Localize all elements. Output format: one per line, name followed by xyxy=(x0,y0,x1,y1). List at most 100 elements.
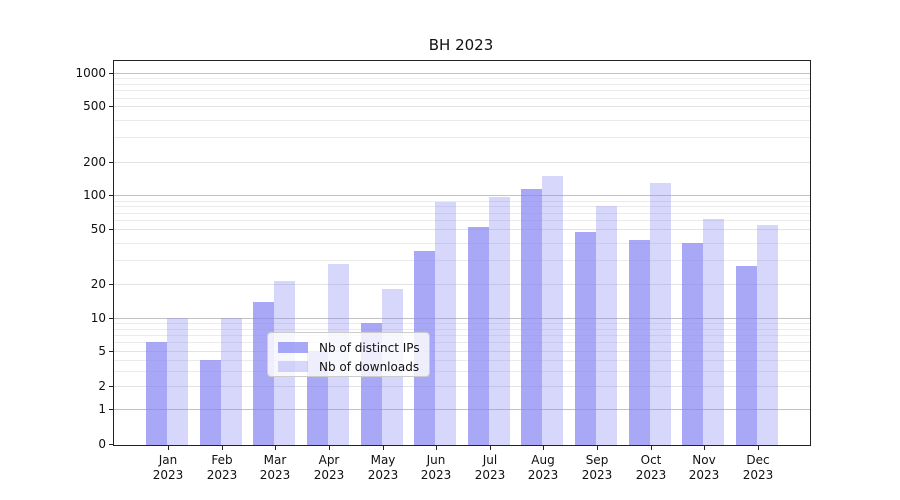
legend-label: Nb of distinct IPs xyxy=(319,340,420,355)
y-tick-mark xyxy=(109,386,113,387)
gridline-major xyxy=(114,318,810,319)
y-tick-label: 10 xyxy=(90,311,106,325)
x-tick-mark xyxy=(436,446,437,450)
legend-item-nb-of-distinct-ips: Nb of distinct IPs xyxy=(278,338,420,357)
bar-nb-of-distinct-ips-jul xyxy=(468,227,489,445)
gridline-minor xyxy=(114,342,810,343)
gridline-major xyxy=(114,409,810,410)
gridline-minor xyxy=(114,120,810,121)
x-tick-label: Jun 2023 xyxy=(401,453,471,483)
gridline xyxy=(114,162,810,163)
y-tick-label: 5 xyxy=(98,344,106,358)
plot-area: 0 1 2 5 10 20 50 100 200 500 1000 Jan 2023 Feb 2023 Mar… xyxy=(75,60,811,482)
x-tick-label: Nov 2023 xyxy=(669,453,739,483)
y-tick-mark xyxy=(109,444,113,445)
legend: Nb of distinct IPs Nb of downloads xyxy=(267,332,430,377)
x-label-year: 2023 xyxy=(688,468,720,482)
x-label-year: 2023 xyxy=(313,468,345,482)
y-tick-mark xyxy=(109,162,113,163)
bar-nb-of-distinct-ips-oct xyxy=(629,240,650,445)
y-tick-label: 2 xyxy=(98,379,106,393)
x-label-month: Oct xyxy=(640,453,662,467)
x-label-month: Apr xyxy=(318,453,340,467)
x-label-year: 2023 xyxy=(420,468,452,482)
legend-swatch xyxy=(278,342,308,353)
x-label-month: Mar xyxy=(263,453,287,467)
y-tick-mark xyxy=(109,106,113,107)
x-label-month: Jul xyxy=(482,453,498,467)
bar-nb-of-distinct-ips-jan xyxy=(146,342,167,445)
bar-nb-of-downloads-nov xyxy=(703,219,724,445)
bar-nb-of-distinct-ips-aug xyxy=(521,189,542,445)
x-label-year: 2023 xyxy=(581,468,613,482)
gridline-minor xyxy=(114,220,810,221)
bar-nb-of-distinct-ips-dec xyxy=(736,266,757,445)
bar-nb-of-downloads-jul xyxy=(489,197,510,445)
x-tick-mark xyxy=(383,446,384,450)
bar-nb-of-downloads-feb xyxy=(221,318,242,445)
gridline-minor xyxy=(114,323,810,324)
y-tick-mark xyxy=(109,284,113,285)
x-tick-label: Jul 2023 xyxy=(455,453,525,483)
gridline-minor xyxy=(114,243,810,244)
gridline-minor xyxy=(114,360,810,361)
bar-nb-of-downloads-oct xyxy=(650,183,671,445)
x-tick-mark xyxy=(704,446,705,450)
y-tick-mark xyxy=(109,229,113,230)
x-tick-mark xyxy=(275,446,276,450)
gridline-minor xyxy=(114,90,810,91)
y-tick-label: 100 xyxy=(83,188,106,202)
x-tick-label: Aug 2023 xyxy=(508,453,578,483)
bar-nb-of-distinct-ips-sep xyxy=(575,232,596,445)
x-label-month: Feb xyxy=(211,453,233,467)
gridline-minor xyxy=(114,98,810,99)
y-tick-mark xyxy=(109,409,113,410)
y-tick-label: 500 xyxy=(83,99,106,113)
y-tick-mark xyxy=(109,195,113,196)
gridline-minor xyxy=(114,137,810,138)
x-label-year: 2023 xyxy=(367,468,399,482)
bar-nb-of-distinct-ips-feb xyxy=(200,360,221,445)
x-label-year: 2023 xyxy=(474,468,506,482)
gridline xyxy=(114,284,810,285)
gridline xyxy=(114,106,810,107)
x-label-year: 2023 xyxy=(742,468,774,482)
gridline-minor xyxy=(114,206,810,207)
gridline-minor xyxy=(114,201,810,202)
x-label-month: Dec xyxy=(746,453,770,467)
gridline-major xyxy=(114,195,810,196)
gridline-major xyxy=(114,73,810,74)
y-tick-mark xyxy=(109,318,113,319)
x-tick-label: Feb 2023 xyxy=(187,453,257,483)
y-tick-label: 200 xyxy=(83,155,106,169)
x-label-month: Sep xyxy=(585,453,609,467)
x-tick-label: Dec 2023 xyxy=(723,453,793,483)
x-tick-label: Oct 2023 xyxy=(616,453,686,483)
gridline-minor xyxy=(114,371,810,372)
bar-nb-of-downloads-sep xyxy=(596,206,617,445)
gridline-minor xyxy=(114,329,810,330)
y-tick-label: 20 xyxy=(90,277,106,291)
gridline-minor xyxy=(114,335,810,336)
gridline-minor xyxy=(114,84,810,85)
x-tick-mark xyxy=(597,446,598,450)
legend-label: Nb of downloads xyxy=(319,359,420,374)
x-tick-label: Sep 2023 xyxy=(562,453,632,483)
x-tick-label: Mar 2023 xyxy=(240,453,310,483)
bar-nb-of-distinct-ips-nov xyxy=(682,243,703,445)
x-label-month: Nov xyxy=(692,453,716,467)
x-label-year: 2023 xyxy=(152,468,184,482)
x-tick-mark xyxy=(168,446,169,450)
chart-title: BH 2023 xyxy=(428,36,494,54)
x-tick-label: Apr 2023 xyxy=(294,453,364,483)
bar-nb-of-downloads-dec xyxy=(757,225,778,445)
x-label-month: Jan xyxy=(158,453,178,467)
x-tick-label: Jan 2023 xyxy=(133,453,203,483)
x-tick-mark xyxy=(490,446,491,450)
y-tick-label: 50 xyxy=(90,222,106,236)
gridline xyxy=(114,351,810,352)
gridline xyxy=(114,386,810,387)
gridline xyxy=(114,229,810,230)
x-label-year: 2023 xyxy=(206,468,238,482)
x-tick-mark xyxy=(651,446,652,450)
